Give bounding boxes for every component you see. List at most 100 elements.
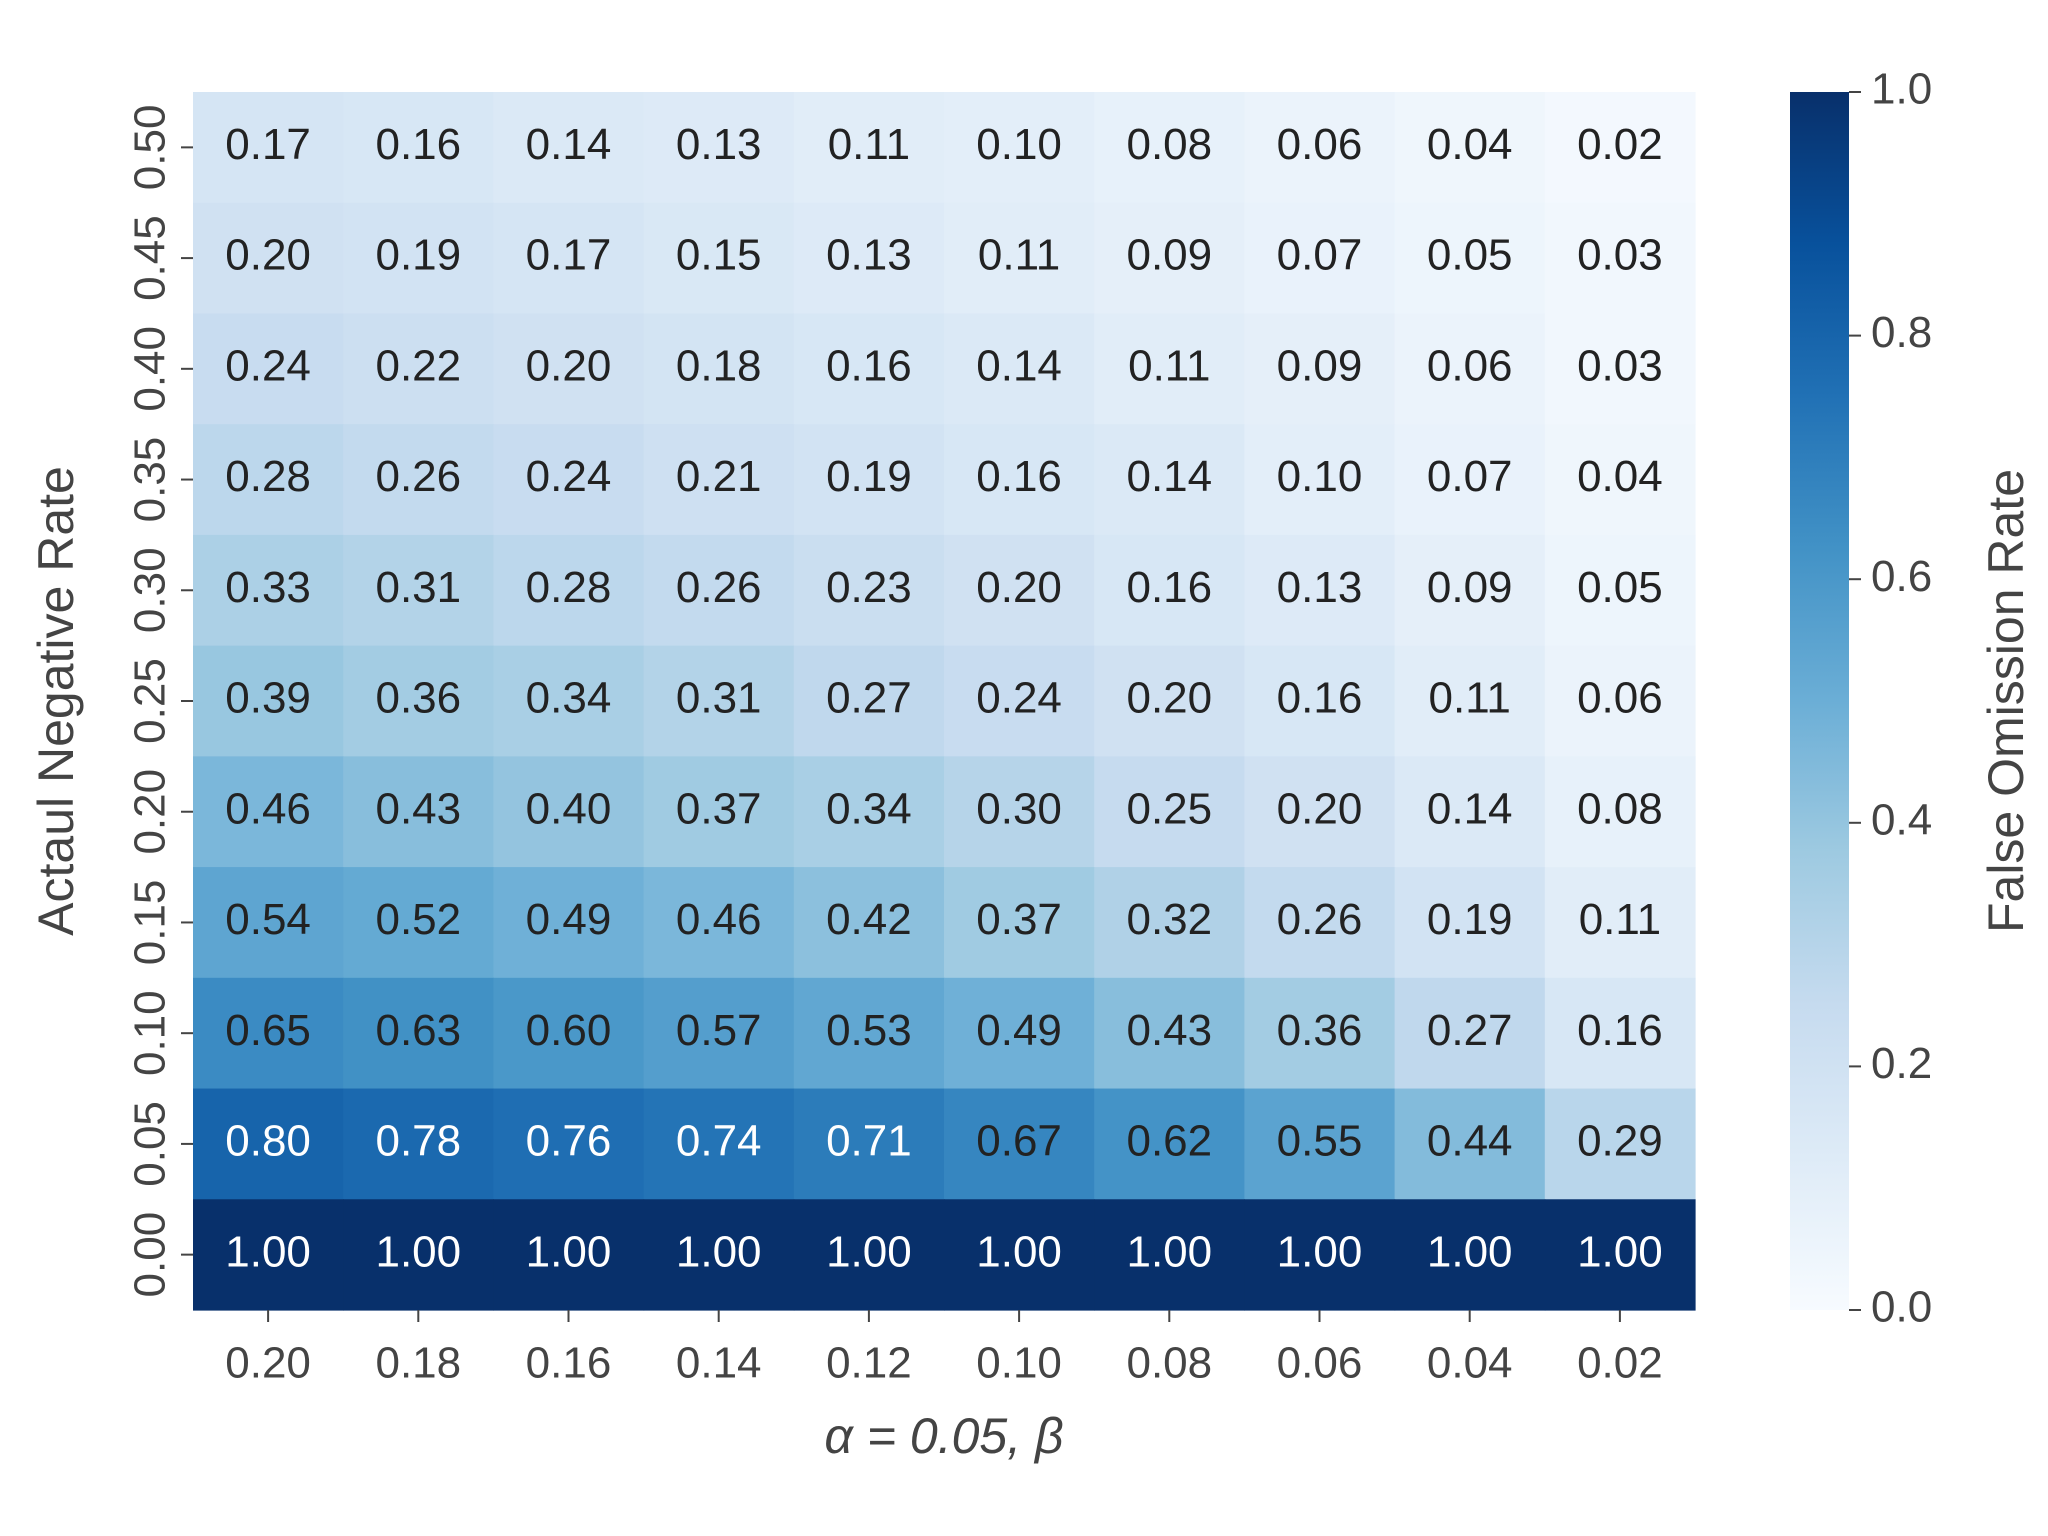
- cell-label: 0.13: [676, 120, 762, 169]
- cell-label: 0.06: [1427, 341, 1513, 390]
- heatmap-cell: [343, 867, 494, 979]
- heatmap-cell: [643, 424, 795, 536]
- cell-label: 0.34: [826, 784, 912, 833]
- heatmap-cell: [1544, 534, 1696, 647]
- heatmap-cell: [643, 1199, 795, 1311]
- cell-label: 0.78: [375, 1117, 461, 1166]
- heatmap-cell: [1544, 756, 1696, 868]
- cell-label: 1.00: [526, 1227, 612, 1276]
- heatmap-cell: [1394, 313, 1546, 425]
- cell-label: 0.15: [676, 231, 762, 280]
- cell-label: 1.00: [676, 1227, 762, 1276]
- cell-label: 0.31: [375, 563, 461, 612]
- cell-label: 0.07: [1277, 231, 1363, 280]
- heatmap-cell: [793, 977, 945, 1090]
- cell-label: 0.17: [526, 231, 612, 280]
- colorbar-tick-label: 0.0: [1871, 1283, 1932, 1332]
- y-tick-label: 0.35: [126, 437, 175, 523]
- heatmap-cell: [643, 202, 795, 315]
- x-tick-label: 0.18: [375, 1339, 461, 1388]
- cell-label: 0.43: [375, 784, 461, 833]
- heatmap-cell: [944, 313, 1095, 425]
- colorbar: [1790, 92, 1849, 1310]
- cell-label: 0.07: [1427, 452, 1513, 501]
- heatmap-cell: [643, 645, 795, 757]
- cell-label: 1.00: [1126, 1227, 1212, 1276]
- cell-label: 1.00: [976, 1227, 1062, 1276]
- cell-label: 0.18: [676, 341, 762, 390]
- heatmap-cell: [1394, 1199, 1546, 1311]
- heatmap-cell: [193, 92, 344, 204]
- heatmap-cell: [493, 645, 645, 757]
- cell-label: 0.39: [225, 674, 311, 723]
- cell-label: 0.26: [676, 563, 762, 612]
- cell-label: 0.16: [1277, 674, 1363, 723]
- cell-label: 0.34: [526, 674, 612, 723]
- y-tick-label: 0.25: [126, 658, 175, 744]
- cell-label: 0.67: [976, 1117, 1062, 1166]
- cell-label: 0.04: [1427, 120, 1513, 169]
- heatmap-cell: [1394, 1088, 1546, 1200]
- cell-label: 0.21: [676, 452, 762, 501]
- y-tick-label: 0.00: [126, 1212, 175, 1298]
- heatmap-cell: [343, 645, 494, 757]
- heatmap-cell: [1094, 756, 1245, 868]
- cell-label: 0.11: [1128, 341, 1210, 390]
- heatmap-cell: [793, 1199, 945, 1311]
- heatmap-cell: [493, 1199, 645, 1311]
- colorbar-tick-label: 1.0: [1871, 65, 1932, 114]
- cell-label: 0.10: [1277, 452, 1363, 501]
- heatmap-cell: [944, 756, 1095, 868]
- cell-label: 0.03: [1577, 231, 1663, 280]
- cell-label: 0.16: [976, 452, 1062, 501]
- heatmap-cell: [1544, 645, 1696, 757]
- heatmap-cell: [493, 313, 645, 425]
- cell-label: 0.27: [1427, 1006, 1513, 1055]
- heatmap-cell: [193, 1088, 344, 1200]
- heatmap-cell: [193, 977, 344, 1090]
- cell-label: 0.03: [1577, 341, 1663, 390]
- cell-label: 0.54: [225, 895, 311, 944]
- cell-label: 0.57: [676, 1006, 762, 1055]
- colorbar-tick-label: 0.2: [1871, 1039, 1932, 1088]
- cell-label: 0.14: [1126, 452, 1212, 501]
- cell-label: 0.27: [826, 674, 912, 723]
- heatmap-cell: [1094, 1088, 1245, 1200]
- cell-label: 0.10: [976, 120, 1062, 169]
- cell-label: 0.36: [375, 674, 461, 723]
- heatmap-cell: [493, 534, 645, 647]
- cell-label: 0.08: [1126, 120, 1212, 169]
- cell-label: 1.00: [1577, 1227, 1663, 1276]
- heatmap-cell: [193, 313, 344, 425]
- heatmap-cell: [343, 313, 494, 425]
- cell-label: 0.46: [676, 895, 762, 944]
- cell-label: 0.20: [225, 231, 311, 280]
- x-tick-label: 0.04: [1427, 1339, 1513, 1388]
- cell-label: 0.08: [1577, 784, 1663, 833]
- cell-label: 0.71: [826, 1117, 912, 1166]
- heatmap-cell: [793, 313, 945, 425]
- cell-label: 0.11: [1579, 895, 1661, 944]
- heatmap-cell: [643, 867, 795, 979]
- cell-label: 0.60: [526, 1006, 612, 1055]
- heatmap-cell: [793, 92, 945, 204]
- cell-label: 0.28: [225, 452, 311, 501]
- y-tick-label: 0.30: [126, 547, 175, 633]
- cell-label: 0.13: [826, 231, 912, 280]
- cell-label: 0.04: [1577, 452, 1663, 501]
- cell-label: 1.00: [225, 1227, 311, 1276]
- heatmap-cell: [643, 534, 795, 647]
- heatmap-cell: [944, 424, 1095, 536]
- cell-label: 0.80: [225, 1117, 311, 1166]
- heatmap-cell: [1394, 867, 1546, 979]
- colorbar-tick-label: 0.4: [1871, 795, 1932, 844]
- cell-label: 0.20: [526, 341, 612, 390]
- heatmap-cell: [193, 534, 344, 647]
- cell-label: 0.30: [976, 784, 1062, 833]
- cell-label: 0.24: [526, 452, 612, 501]
- heatmap-cell: [193, 756, 344, 868]
- cell-label: 0.09: [1427, 563, 1513, 612]
- heatmap-cell: [643, 756, 795, 868]
- heatmap-cell: [493, 977, 645, 1090]
- heatmap-cell: [793, 756, 945, 868]
